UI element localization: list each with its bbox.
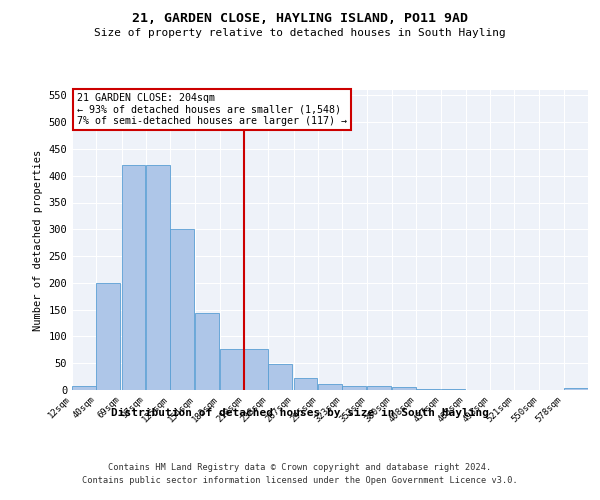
Bar [146, 165, 170, 390]
Bar [122, 165, 145, 390]
Bar [196, 314, 219, 390]
Bar [342, 386, 366, 390]
Text: Distribution of detached houses by size in South Hayling: Distribution of detached houses by size … [111, 408, 489, 418]
Text: 21, GARDEN CLOSE, HAYLING ISLAND, PO11 9AD: 21, GARDEN CLOSE, HAYLING ISLAND, PO11 9… [132, 12, 468, 26]
Bar [318, 384, 342, 390]
Bar [563, 388, 587, 390]
Bar [367, 386, 391, 390]
Bar [97, 283, 120, 390]
Bar [268, 364, 292, 390]
Y-axis label: Number of detached properties: Number of detached properties [33, 150, 43, 330]
Text: Size of property relative to detached houses in South Hayling: Size of property relative to detached ho… [94, 28, 506, 38]
Text: Contains HM Land Registry data © Crown copyright and database right 2024.: Contains HM Land Registry data © Crown c… [109, 462, 491, 471]
Bar [416, 389, 440, 390]
Text: Contains public sector information licensed under the Open Government Licence v3: Contains public sector information licen… [82, 476, 518, 485]
Bar [72, 386, 96, 390]
Bar [220, 349, 244, 390]
Bar [293, 378, 317, 390]
Bar [170, 230, 194, 390]
Text: 21 GARDEN CLOSE: 204sqm
← 93% of detached houses are smaller (1,548)
7% of semi-: 21 GARDEN CLOSE: 204sqm ← 93% of detache… [77, 93, 347, 126]
Bar [244, 349, 268, 390]
Bar [392, 388, 416, 390]
